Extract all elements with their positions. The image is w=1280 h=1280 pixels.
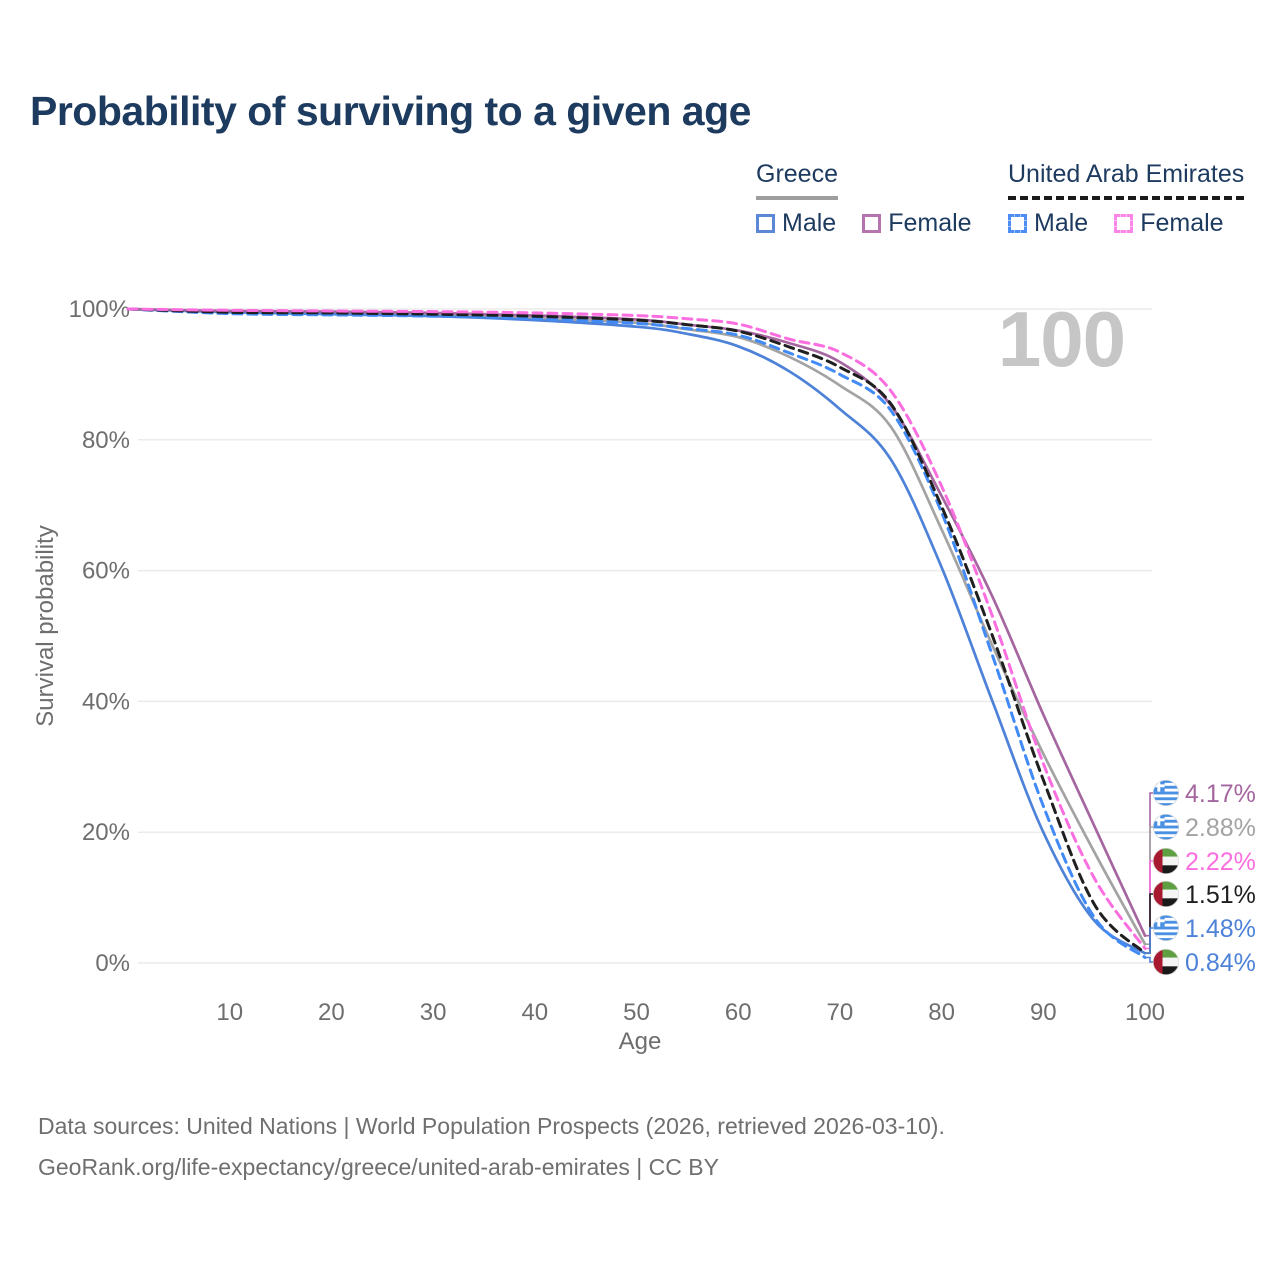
legend-group-greece: Greece Male Female [756, 160, 972, 238]
end-label-value: 1.48% [1185, 915, 1256, 943]
legend-item-label: Male [1034, 209, 1089, 237]
y-tick-label: 20% [82, 819, 130, 846]
footer-attribution-line: GeoRank.org/life-expectancy/greece/unite… [38, 1154, 719, 1180]
page-title: Probability of surviving to a given age [30, 88, 751, 134]
curve-uae-male[interactable] [126, 307, 1147, 959]
uae-flag-icon [1153, 881, 1179, 907]
x-tick-label: 70 [827, 999, 854, 1026]
end-label-value: 1.51% [1185, 881, 1256, 909]
curve-greece-both[interactable] [126, 307, 1147, 946]
end-label-greece-both[interactable]: 2.88% [1145, 814, 1256, 945]
end-label-connector [1145, 927, 1154, 955]
curve-uae-both[interactable] [126, 307, 1147, 955]
legend-row-greece: Male Female [756, 209, 972, 238]
legend-item-uae-female[interactable]: Female [1114, 209, 1224, 238]
greece-male-swatch-icon [756, 214, 775, 233]
greece-flag-icon [1153, 780, 1179, 806]
end-label-uae-male[interactable]: 0.84% [1145, 949, 1256, 977]
y-tick-label: 0% [95, 950, 130, 977]
x-tick-label: 20 [318, 999, 345, 1026]
legend-item-greece-male[interactable]: Male [756, 209, 836, 238]
uae-female-swatch-icon [1114, 214, 1134, 233]
legend-item-label: Female [1140, 209, 1224, 237]
y-tick-label: 60% [82, 558, 130, 585]
greece-flag-icon [1153, 915, 1179, 941]
end-label-value: 2.22% [1185, 848, 1256, 876]
x-tick-label: 60 [725, 999, 752, 1026]
legend-item-uae-male[interactable]: Male [1008, 209, 1088, 238]
curve-greece-female[interactable] [126, 307, 1147, 938]
end-label-layer: 4.17% 2.88% 2.22% 1.51% 1.48% 0.84% [1145, 780, 1256, 977]
legend-item-label: Male [782, 209, 837, 237]
greece-female-swatch-icon [862, 214, 882, 233]
greece-flag-icon [1153, 814, 1179, 840]
y-tick-label: 80% [82, 427, 130, 454]
x-tick-label: 50 [623, 999, 650, 1026]
x-tick-label: 40 [521, 999, 548, 1026]
y-tick-label: 40% [82, 688, 130, 715]
end-label-value: 2.88% [1185, 814, 1256, 842]
legend-country-greece[interactable]: Greece [756, 160, 838, 200]
uae-flag-icon [1153, 848, 1179, 874]
curve-uae-female[interactable] [126, 307, 1147, 950]
x-tick-label: 10 [216, 999, 243, 1026]
x-tick-label: 30 [420, 999, 447, 1026]
footer-sources-line: Data sources: United Nations | World Pop… [38, 1113, 945, 1139]
legend-row-uae: Male Female [1008, 209, 1244, 238]
x-tick-label: 80 [928, 999, 955, 1026]
end-label-value: 4.17% [1185, 780, 1256, 808]
curve-layer [126, 307, 1147, 959]
end-label-value: 0.84% [1185, 949, 1256, 977]
y-tick-label: 100% [69, 296, 130, 323]
end-label-greece-male[interactable]: 1.48% [1145, 915, 1256, 955]
legend-country-uae[interactable]: United Arab Emirates [1008, 160, 1245, 200]
uae-male-swatch-icon [1008, 214, 1027, 233]
legend-item-label: Female [888, 209, 972, 237]
legend-group-uae: United Arab Emirates Male Female [1008, 160, 1245, 238]
x-axis-title: Age [618, 1028, 662, 1055]
grid-layer: 0% 20% 40% 60% 80% 100% 10 20 30 40 50 60 70 80 90 100 [69, 296, 1165, 1026]
x-tick-label: 90 [1030, 999, 1057, 1026]
uae-flag-icon [1153, 949, 1179, 975]
legend-item-greece-female[interactable]: Female [862, 209, 972, 238]
curve-greece-male[interactable] [126, 307, 1147, 955]
end-label-connector [1145, 956, 1154, 963]
footer: Data sources: United Nations | World Pop… [38, 1106, 945, 1188]
x-tick-label: 100 [1125, 999, 1165, 1026]
